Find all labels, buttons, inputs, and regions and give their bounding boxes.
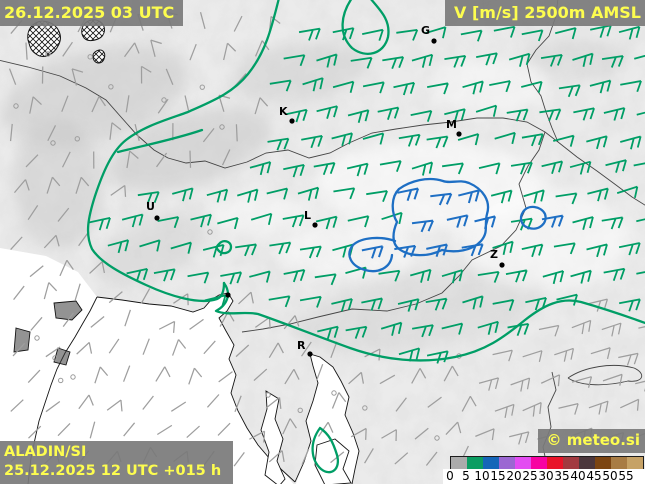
colorbar-swatch xyxy=(611,457,627,470)
wind-speed-colorbar xyxy=(450,456,644,471)
city-dot xyxy=(154,215,160,221)
calm-wind-marker xyxy=(219,124,225,130)
calm-wind-marker xyxy=(34,335,40,341)
colorbar-swatch xyxy=(563,457,579,470)
colorbar-value: 55 xyxy=(618,469,634,483)
city-markers: G K M U L Z R xyxy=(146,24,505,357)
colorbar-value: 5 xyxy=(462,469,470,483)
valid-time-label: 26.12.2025 03 UTC xyxy=(0,0,184,26)
parameter-label: V [m/s] 2500m AMSL xyxy=(445,0,645,26)
city-label: G xyxy=(421,24,430,37)
colorbar-swatch xyxy=(595,457,611,470)
colorbar-swatch xyxy=(515,457,531,470)
isotach-5ms-contours xyxy=(86,0,645,474)
colorbar-values: 0 5 10 15 20 25 30 35 40 45 50 55 xyxy=(443,469,645,484)
credit-label: © meteo.si xyxy=(537,429,645,453)
calm-wind-marker xyxy=(331,390,337,396)
city-label: M xyxy=(446,118,457,131)
isotach-10ms-contours xyxy=(348,177,547,273)
colorbar-swatch xyxy=(467,457,483,470)
city-label: K xyxy=(279,105,288,118)
city-dot xyxy=(431,38,437,44)
colorbar-value: 40 xyxy=(570,469,586,483)
city-dot xyxy=(289,118,295,124)
calm-wind-marker xyxy=(161,97,167,103)
colorbar-swatch xyxy=(483,457,499,470)
colorbar-value: 50 xyxy=(602,469,618,483)
colorbar-swatch xyxy=(547,457,563,470)
city-label: Z xyxy=(490,248,498,261)
model-run-label: ALADIN/SI 25.12.2025 12 UTC +015 h xyxy=(0,441,234,484)
colorbar-swatch xyxy=(627,457,643,470)
calm-wind-marker xyxy=(50,140,56,146)
city-label: R xyxy=(297,339,306,352)
colorbar-value: 35 xyxy=(554,469,570,483)
city-dot xyxy=(225,292,231,298)
city-dot xyxy=(307,351,313,357)
city-dot xyxy=(456,131,462,137)
calm-wind-marker xyxy=(45,51,51,57)
colorbar-value: 20 xyxy=(506,469,522,483)
city-dot xyxy=(312,222,318,228)
colorbar-value: 30 xyxy=(538,469,554,483)
colorbar-value: 15 xyxy=(490,469,506,483)
colorbar-swatch xyxy=(499,457,515,470)
city-label: L xyxy=(304,209,311,222)
city-label: U xyxy=(146,200,155,213)
wind-barb-field xyxy=(8,11,645,474)
calm-wind-marker xyxy=(265,392,271,398)
model-name: ALADIN/SI xyxy=(4,444,87,460)
city-dot xyxy=(499,262,505,268)
colorbar-swatch xyxy=(531,457,547,470)
colorbar-value: 0 xyxy=(446,469,454,483)
calm-wind-marker xyxy=(70,374,76,380)
calm-wind-marker xyxy=(52,355,58,361)
run-info: 25.12.2025 12 UTC +015 h xyxy=(4,463,222,479)
colorbar-swatch xyxy=(579,457,595,470)
calm-wind-marker xyxy=(434,435,440,441)
relief-shading xyxy=(2,36,630,354)
calm-wind-marker xyxy=(13,103,19,109)
colorbar-swatch xyxy=(451,457,467,470)
colorbar-value: 10 xyxy=(474,469,490,483)
colorbar-value: 25 xyxy=(522,469,538,483)
calm-wind-marker xyxy=(207,229,213,235)
colorbar-value: 45 xyxy=(586,469,602,483)
